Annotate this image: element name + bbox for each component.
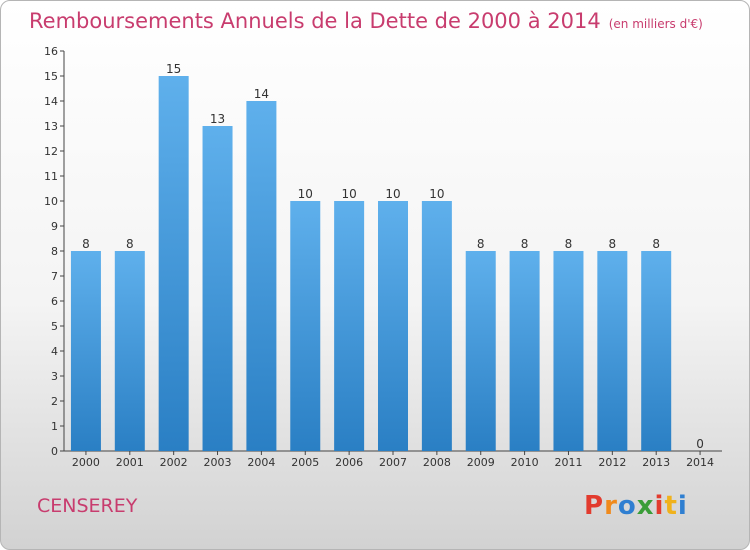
y-tick-label: 5: [51, 320, 58, 333]
bar-data-label: 8: [126, 237, 134, 251]
bar: [421, 201, 452, 451]
bar: [509, 251, 540, 451]
x-tick-label: 2011: [554, 456, 582, 469]
bar-data-label: 10: [385, 187, 400, 201]
bar: [641, 251, 672, 451]
x-tick-label: 2000: [72, 456, 100, 469]
bar: [378, 201, 408, 451]
y-tick-label: 10: [44, 195, 58, 208]
bar: [465, 251, 496, 451]
y-tick-label: 4: [51, 345, 58, 358]
y-tick-label: 11: [44, 170, 58, 183]
bar-data-label: 8: [521, 237, 529, 251]
x-tick-label: 2009: [467, 456, 495, 469]
bar: [290, 201, 321, 451]
y-tick-label: 6: [51, 295, 58, 308]
bar: [114, 251, 145, 451]
chart-title-text: Remboursements Annuels de la Dette de 20…: [29, 9, 601, 33]
bar-data-label: 13: [210, 112, 225, 126]
y-tick-label: 3: [51, 370, 58, 383]
y-tick-label: 15: [44, 70, 58, 83]
commune-name: CENSEREY: [37, 495, 138, 517]
bar-data-label: 10: [341, 187, 356, 201]
y-tick-label: 13: [44, 120, 58, 133]
x-tick-label: 2012: [598, 456, 626, 469]
bar: [553, 251, 584, 451]
x-tick-label: 2003: [204, 456, 232, 469]
bar: [158, 76, 189, 451]
y-tick-label: 2: [51, 395, 58, 408]
chart-bars: [70, 76, 672, 451]
y-tick-label: 9: [51, 220, 58, 233]
y-tick-label: 14: [44, 95, 58, 108]
x-tick-label: 2001: [116, 456, 144, 469]
bar-data-label: 8: [652, 237, 660, 251]
bar-data-label: 0: [696, 437, 704, 451]
bar: [202, 126, 233, 451]
bar-data-label: 14: [254, 87, 269, 101]
bar: [334, 201, 365, 451]
y-tick-label: 16: [44, 45, 58, 58]
x-tick-label: 2013: [642, 456, 670, 469]
bar-data-label: 15: [166, 62, 181, 76]
x-tick-label: 2005: [291, 456, 319, 469]
proxiti-logo: Proxiti: [584, 491, 688, 521]
bar-data-label: 8: [609, 237, 617, 251]
bar-data-label: 10: [298, 187, 313, 201]
bar-data-label: 10: [429, 187, 444, 201]
bar: [246, 101, 277, 451]
x-tick-label: 2004: [247, 456, 275, 469]
bar: [70, 251, 101, 451]
x-tick-label: 2002: [160, 456, 188, 469]
chart-data-labels: 8 8 15 13 14 10 10 10 10 8 8 8 8 8 0: [82, 62, 704, 451]
x-tick-label: 2010: [511, 456, 539, 469]
bar-data-label: 8: [477, 237, 485, 251]
chart-unit: (en milliers d'€): [608, 17, 703, 31]
x-tick-label: 2007: [379, 456, 407, 469]
bar-data-label: 8: [565, 237, 573, 251]
chart-title: Remboursements Annuels de la Dette de 20…: [29, 9, 703, 33]
y-tick-label: 8: [51, 245, 58, 258]
y-tick-label: 7: [51, 270, 58, 283]
x-tick-label: 2014: [686, 456, 714, 469]
y-tick-label: 1: [51, 420, 58, 433]
x-tick-label: 2006: [335, 456, 363, 469]
x-tick-label: 2008: [423, 456, 451, 469]
y-tick-label: 12: [44, 145, 58, 158]
bar-data-label: 8: [82, 237, 90, 251]
bar: [597, 251, 628, 451]
y-tick-label: 0: [51, 445, 58, 458]
